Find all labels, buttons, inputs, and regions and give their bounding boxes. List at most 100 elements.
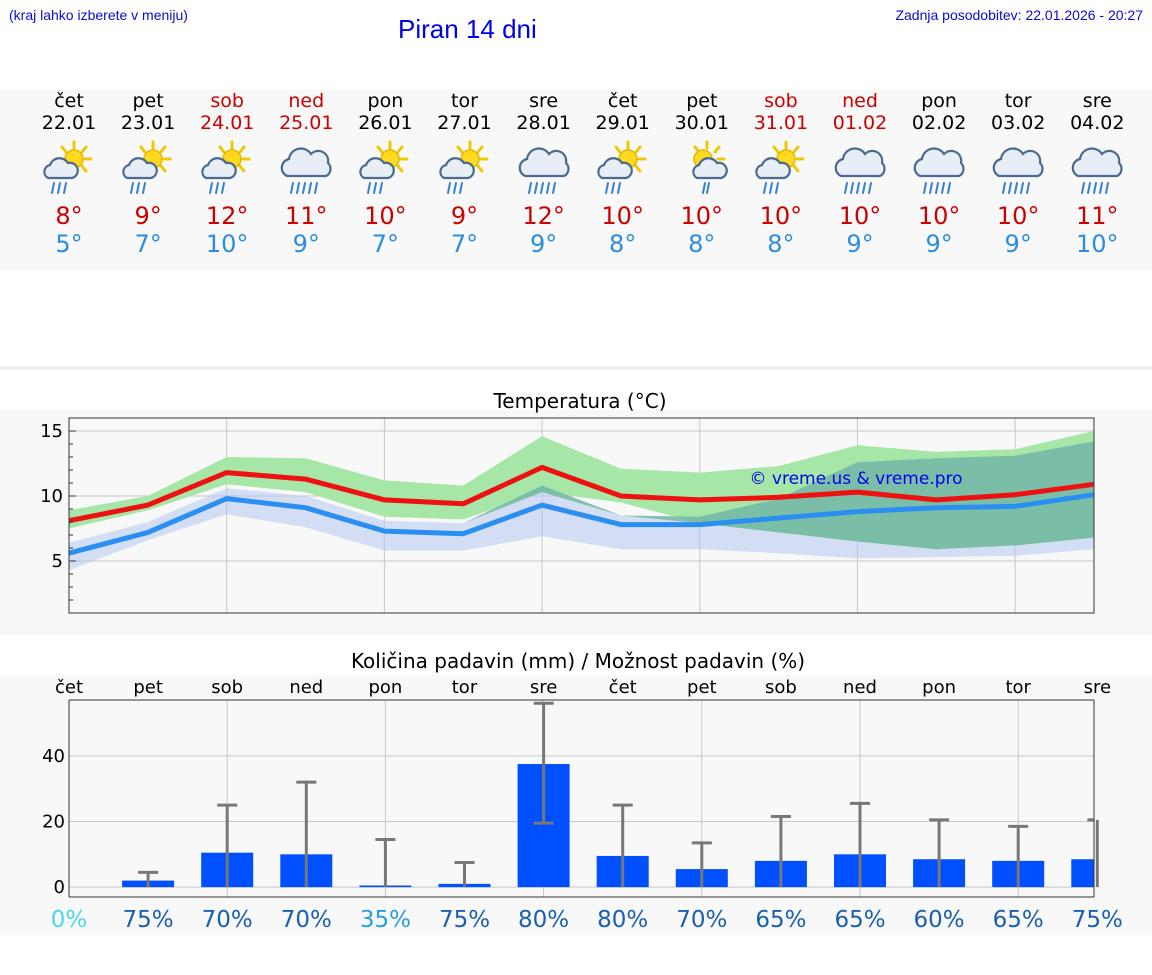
day-forecast: sre 28.01 12° 9° [509,90,579,258]
min-temp: 7° [134,230,162,258]
cloud-icon [518,147,570,178]
sun-cloud-rain-icon [192,138,262,198]
min-temp: 5° [55,230,83,258]
cloud-icon [201,157,237,180]
cloud-rain-icon [1062,138,1132,198]
day-date: 02.02 [911,112,967,134]
precip-probability: 70% [281,907,332,933]
sun-cloud-rain-icon [113,138,183,198]
day-date: 27.01 [437,112,492,134]
max-temp: 11° [1076,202,1119,230]
precip-probability: 80% [518,907,569,933]
sun-cloud-rain-icon [430,138,500,198]
precip-probability: 65% [834,907,885,933]
day-date: 28.01 [516,112,571,134]
error-bar [296,780,317,888]
cloud-icon [992,147,1044,178]
max-temp: 8° [55,202,83,230]
x-tick-label: čet [55,677,83,698]
cloud-rain-icon [904,138,974,198]
day-forecast: tor 03.02 10° 9° [983,90,1053,258]
x-tick-label: pon [368,677,402,698]
temperature-chart: Temperatura (°C) 5 10 15 © vreme.us & vreme.… [40,389,1095,614]
max-temp: 10° [759,202,803,230]
cloud-rain-icon [983,138,1053,198]
min-temp: 7° [450,230,479,258]
x-tick-label: pon [922,677,956,698]
day-name: ned [288,90,325,112]
max-temp: 10° [996,202,1040,230]
cloud-icon [122,157,158,180]
day-name: sre [529,90,559,112]
precip-probability: 75% [1072,907,1123,933]
day-name: tor [1004,90,1032,112]
x-tick-label: ned [289,677,323,698]
cloud-icon [913,147,965,178]
min-temp: 9° [292,230,320,258]
error-bar [1008,824,1029,888]
day-date: 03.02 [990,112,1046,134]
x-tick-label: tor [1005,677,1031,698]
raindrops-icon [130,182,147,194]
day-name: sob [210,90,244,112]
max-temp: 11° [285,202,328,230]
raindrops-icon [51,182,67,194]
x-tick-label: čet [609,677,637,698]
cloud-icon [43,157,79,180]
max-temp: 9° [134,202,162,230]
max-temp: 10° [601,202,644,230]
plot-frame [68,417,1095,614]
cloud-icon [597,157,633,180]
y-tick-label: 10 [40,486,63,507]
day-forecast: sob 31.01 10° 8° [746,90,816,258]
min-temp: 9° [529,230,558,258]
x-tick-label: ned [843,677,877,698]
raindrops-icon [701,182,710,194]
cloud-icon [834,147,886,178]
error-bar [375,838,396,888]
x-tick-label: sre [530,677,557,698]
cloud-rain-icon [271,138,341,198]
sun-cloud-rain-icon [746,138,816,198]
y-tick-label: 5 [52,551,63,572]
day-date: 25.01 [279,112,334,134]
max-temp: 12° [205,202,249,230]
y-tick-label: 15 [40,421,63,442]
min-temp: 9° [846,230,874,258]
y-tick-label: 20 [42,811,65,832]
min-temp: 9° [925,230,953,258]
max-temp: 12° [522,202,565,230]
error-bar [770,815,791,888]
day-date: 24.01 [199,112,255,134]
precip-probability: 80% [597,907,648,933]
raindrops-icon [604,182,621,194]
cloud-icon [438,157,475,180]
day-forecast: pet 23.01 9° 7° [113,90,183,258]
precip-probability: 60% [914,907,965,933]
max-temp: 10° [838,202,882,230]
day-forecast: sre 04.02 11° 10° [1062,90,1132,258]
day-date: 26.01 [358,112,413,134]
day-name: sob [764,90,798,112]
min-temp: 8° [609,230,637,258]
day-forecast: čet 22.01 8° 5° [34,90,104,258]
error-bar [217,803,238,888]
day-name: čet [607,90,638,112]
day-date: 01.02 [832,112,888,134]
min-temp: 9° [1004,230,1032,258]
last-update: Zadnja posodobitev: 22.01.2026 - 20:27 [895,7,1143,23]
error-bar [138,870,159,888]
sun-cloud-drizzle-icon [667,138,737,198]
raindrops-icon [844,182,872,194]
x-tick-label: sre [1084,677,1111,698]
raindrops-icon [290,182,319,194]
region-hint: (kraj lahko izberete v meniju) [9,7,188,23]
max-temp: 9° [450,202,479,230]
day-name: pet [686,90,718,112]
band-overlap [69,441,1094,550]
x-tick-label: tor [452,677,478,698]
min-temp: 8° [767,230,795,258]
raindrops-icon [527,182,556,194]
raindrops-icon [1081,182,1110,194]
y-tick-label: 40 [42,746,65,767]
